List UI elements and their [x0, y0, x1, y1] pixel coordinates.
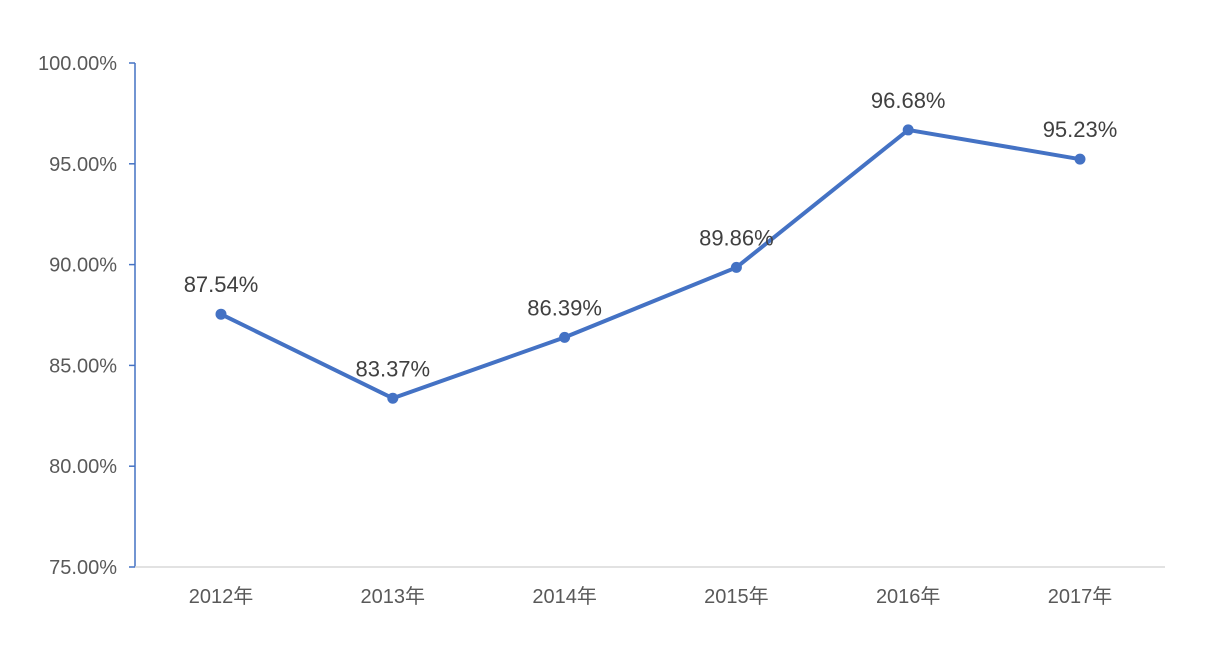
data-points: [215, 124, 1086, 404]
y-tick-label: 100.00%: [38, 53, 117, 75]
data-label: 86.39%: [527, 295, 602, 320]
data-point: [387, 392, 399, 404]
x-axis-ticks: 2012年 2013年 2014年 2015年 2016年 2017年: [189, 585, 1113, 608]
x-tick-label: 2016年: [876, 585, 941, 608]
data-labels: 87.54% 83.37% 86.39% 89.86% 96.68% 95.23%: [184, 88, 1118, 381]
data-point: [1074, 153, 1086, 165]
x-tick-label: 2013年: [361, 585, 426, 608]
y-tick-label: 80.00%: [49, 456, 117, 478]
data-point: [559, 331, 571, 343]
data-label: 89.86%: [699, 225, 774, 250]
data-label: 83.37%: [355, 356, 430, 381]
data-label: 96.68%: [871, 88, 946, 113]
data-point: [730, 261, 742, 273]
data-label: 87.54%: [184, 272, 259, 297]
x-tick-label: 2012年: [189, 585, 254, 608]
x-tick-label: 2014年: [532, 585, 597, 608]
data-point: [902, 124, 914, 136]
data-point: [215, 308, 227, 320]
data-label: 95.23%: [1043, 117, 1118, 142]
y-tick-label: 85.00%: [49, 355, 117, 377]
x-tick-label: 2017年: [1048, 585, 1113, 608]
x-tick-label: 2015年: [704, 585, 769, 608]
y-tick-label: 90.00%: [49, 255, 117, 277]
series-line: [219, 127, 1082, 401]
y-tick-label: 95.00%: [49, 154, 117, 176]
y-axis-ticks: 75.00% 80.00% 85.00% 90.00% 95.00% 100.00%: [38, 53, 135, 579]
y-tick-label: 75.00%: [49, 557, 117, 579]
